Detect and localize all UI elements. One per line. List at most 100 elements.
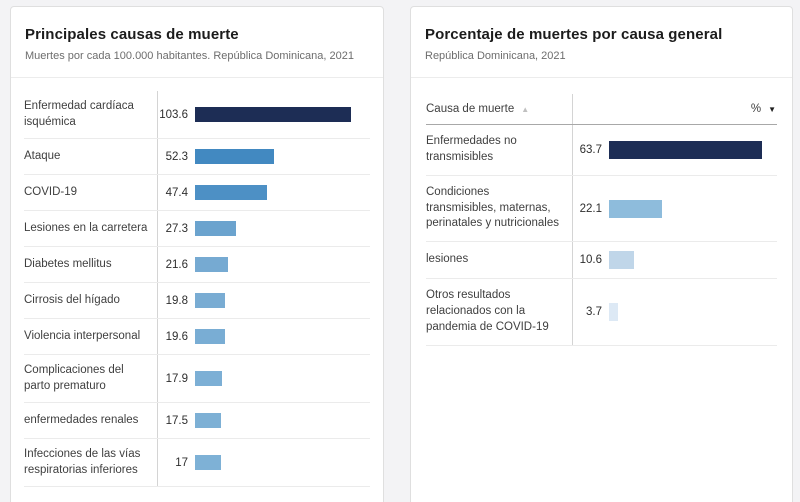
- bar-track: [609, 251, 777, 270]
- cause-label: Lesiones en la carretera: [24, 221, 148, 234]
- bar-value: 27.3: [165, 222, 188, 235]
- bar: [609, 303, 618, 322]
- right-panel-subtitle: República Dominicana, 2021: [425, 50, 566, 62]
- bar: [609, 251, 635, 270]
- table-row: Enfermedades no transmisibles 63.7: [426, 125, 777, 176]
- bar-track: [195, 257, 370, 273]
- bar-cell: 47.4: [157, 175, 370, 211]
- bar-track: [195, 371, 370, 387]
- chart-row: COVID-19 47.4: [24, 175, 370, 212]
- bar-track: [195, 149, 370, 165]
- chart-row: Diabetes mellitus 21.6: [24, 247, 370, 284]
- bar-track: [195, 329, 370, 345]
- bar-cell: 17.9: [157, 355, 370, 403]
- sort-descending-icon: ▼: [768, 104, 776, 114]
- chart-row: Lesiones en la carretera 27.3: [24, 211, 370, 248]
- bar: [195, 329, 225, 345]
- right-panel-header: Porcentaje de muertes por causa general …: [411, 7, 792, 78]
- sort-by-cause-header[interactable]: Causa de muerte ▲: [426, 94, 572, 124]
- bar: [195, 221, 237, 237]
- left-panel: Principales causas de muerte Muertes por…: [10, 6, 384, 502]
- bar-cell: 52.3: [157, 139, 370, 175]
- bar-track: [609, 140, 777, 159]
- bar-value: 22.1: [579, 202, 602, 215]
- bar-cell: 22.1: [572, 175, 777, 242]
- bar-cell: 17.5: [157, 403, 370, 439]
- bar-cell: 10.6: [572, 242, 777, 279]
- cause-label: Enfermedades no transmisibles: [426, 135, 517, 163]
- cause-label: Ataque: [24, 149, 61, 162]
- bar-value: 19.8: [165, 294, 188, 307]
- bar: [195, 293, 225, 309]
- bar-track: [195, 413, 370, 429]
- bar-value: 21.6: [165, 258, 188, 271]
- bar-track: [195, 185, 370, 201]
- bar-cell: 19.8: [157, 283, 370, 319]
- right-panel: Porcentaje de muertes por causa general …: [410, 6, 793, 502]
- bar-cell: 103.6: [157, 91, 370, 139]
- bar-track: [609, 303, 777, 322]
- causes-bar-chart: Enfermedad cardíaca isquémica 103.6 Ataq…: [24, 78, 370, 488]
- sort-by-percent-header[interactable]: % ▼: [572, 94, 777, 124]
- cause-label: Diabetes mellitus: [24, 257, 112, 270]
- bar: [195, 107, 352, 123]
- bar: [609, 199, 663, 218]
- sort-ascending-icon: ▲: [521, 104, 530, 114]
- cause-label: COVID-19: [24, 185, 78, 198]
- bar-cell: 63.7: [572, 125, 777, 175]
- cause-label: Condiciones transmisibles, maternas, per…: [426, 185, 559, 230]
- bar: [195, 257, 228, 273]
- right-panel-title: Porcentaje de muertes por causa general: [425, 26, 723, 43]
- left-panel-header: Principales causas de muerte Muertes por…: [11, 7, 383, 78]
- percent-header-label: %: [750, 103, 762, 115]
- cause-label: enfermedades renales: [24, 413, 139, 426]
- bar: [195, 185, 267, 201]
- bar-value: 3.7: [586, 306, 602, 319]
- table-row: lesiones 10.6: [426, 242, 777, 280]
- bar: [195, 149, 274, 165]
- chart-row: enfermedades renales 17.5: [24, 403, 370, 440]
- chart-row: Infecciones de las vías respiratorias in…: [24, 439, 370, 488]
- bar-value: 17: [175, 456, 188, 469]
- bar-track: [195, 221, 370, 237]
- chart-row: Cirrosis del hígado 19.8: [24, 283, 370, 320]
- chart-row: Ataque 52.3: [24, 139, 370, 176]
- bar: [195, 413, 222, 429]
- bar-value: 52.3: [165, 150, 188, 163]
- bar-value: 17.9: [165, 372, 188, 385]
- cause-header-label: Causa de muerte: [426, 103, 515, 115]
- bar: [609, 140, 762, 159]
- bar-value: 103.6: [159, 108, 188, 121]
- bar-track: [195, 455, 370, 471]
- percentage-table: Causa de muerte ▲ % ▼ Enfermedades no tr…: [426, 78, 777, 346]
- chart-row: Violencia interpersonal 19.6: [24, 319, 370, 356]
- bar-track: [195, 293, 370, 309]
- bar-value: 47.4: [165, 186, 188, 199]
- bar-track: [195, 107, 370, 123]
- cause-label: lesiones: [426, 253, 469, 266]
- cause-label: Violencia interpersonal: [24, 329, 141, 342]
- bar-track: [609, 199, 777, 218]
- cause-label: Complicaciones del parto prematuro: [24, 364, 124, 392]
- bar-cell: 3.7: [572, 279, 777, 345]
- cause-label: Cirrosis del hígado: [24, 293, 120, 306]
- table-row: Condiciones transmisibles, maternas, per…: [426, 175, 777, 243]
- chart-row: Enfermedad cardíaca isquémica 103.6: [24, 91, 370, 140]
- bar: [195, 455, 221, 471]
- table-row: Otros resultados relacionados con la pan…: [426, 279, 777, 346]
- bar-cell: 19.6: [157, 319, 370, 355]
- left-panel-subtitle: Muertes por cada 100.000 habitantes. Rep…: [25, 50, 354, 62]
- bar-value: 19.6: [165, 330, 188, 343]
- cause-label: Enfermedad cardíaca isquémica: [24, 100, 134, 128]
- bar-value: 63.7: [579, 143, 602, 156]
- bar-value: 10.6: [579, 254, 602, 267]
- cause-label: Otros resultados relacionados con la pan…: [426, 289, 549, 334]
- table-header-row: Causa de muerte ▲ % ▼: [426, 94, 777, 125]
- bar-cell: 17: [157, 439, 370, 487]
- chart-row: Complicaciones del parto prematuro 17.9: [24, 355, 370, 404]
- bar-cell: 21.6: [157, 247, 370, 283]
- bar-cell: 27.3: [157, 211, 370, 247]
- bar: [195, 371, 222, 387]
- cause-label: Infecciones de las vías respiratorias in…: [24, 448, 141, 476]
